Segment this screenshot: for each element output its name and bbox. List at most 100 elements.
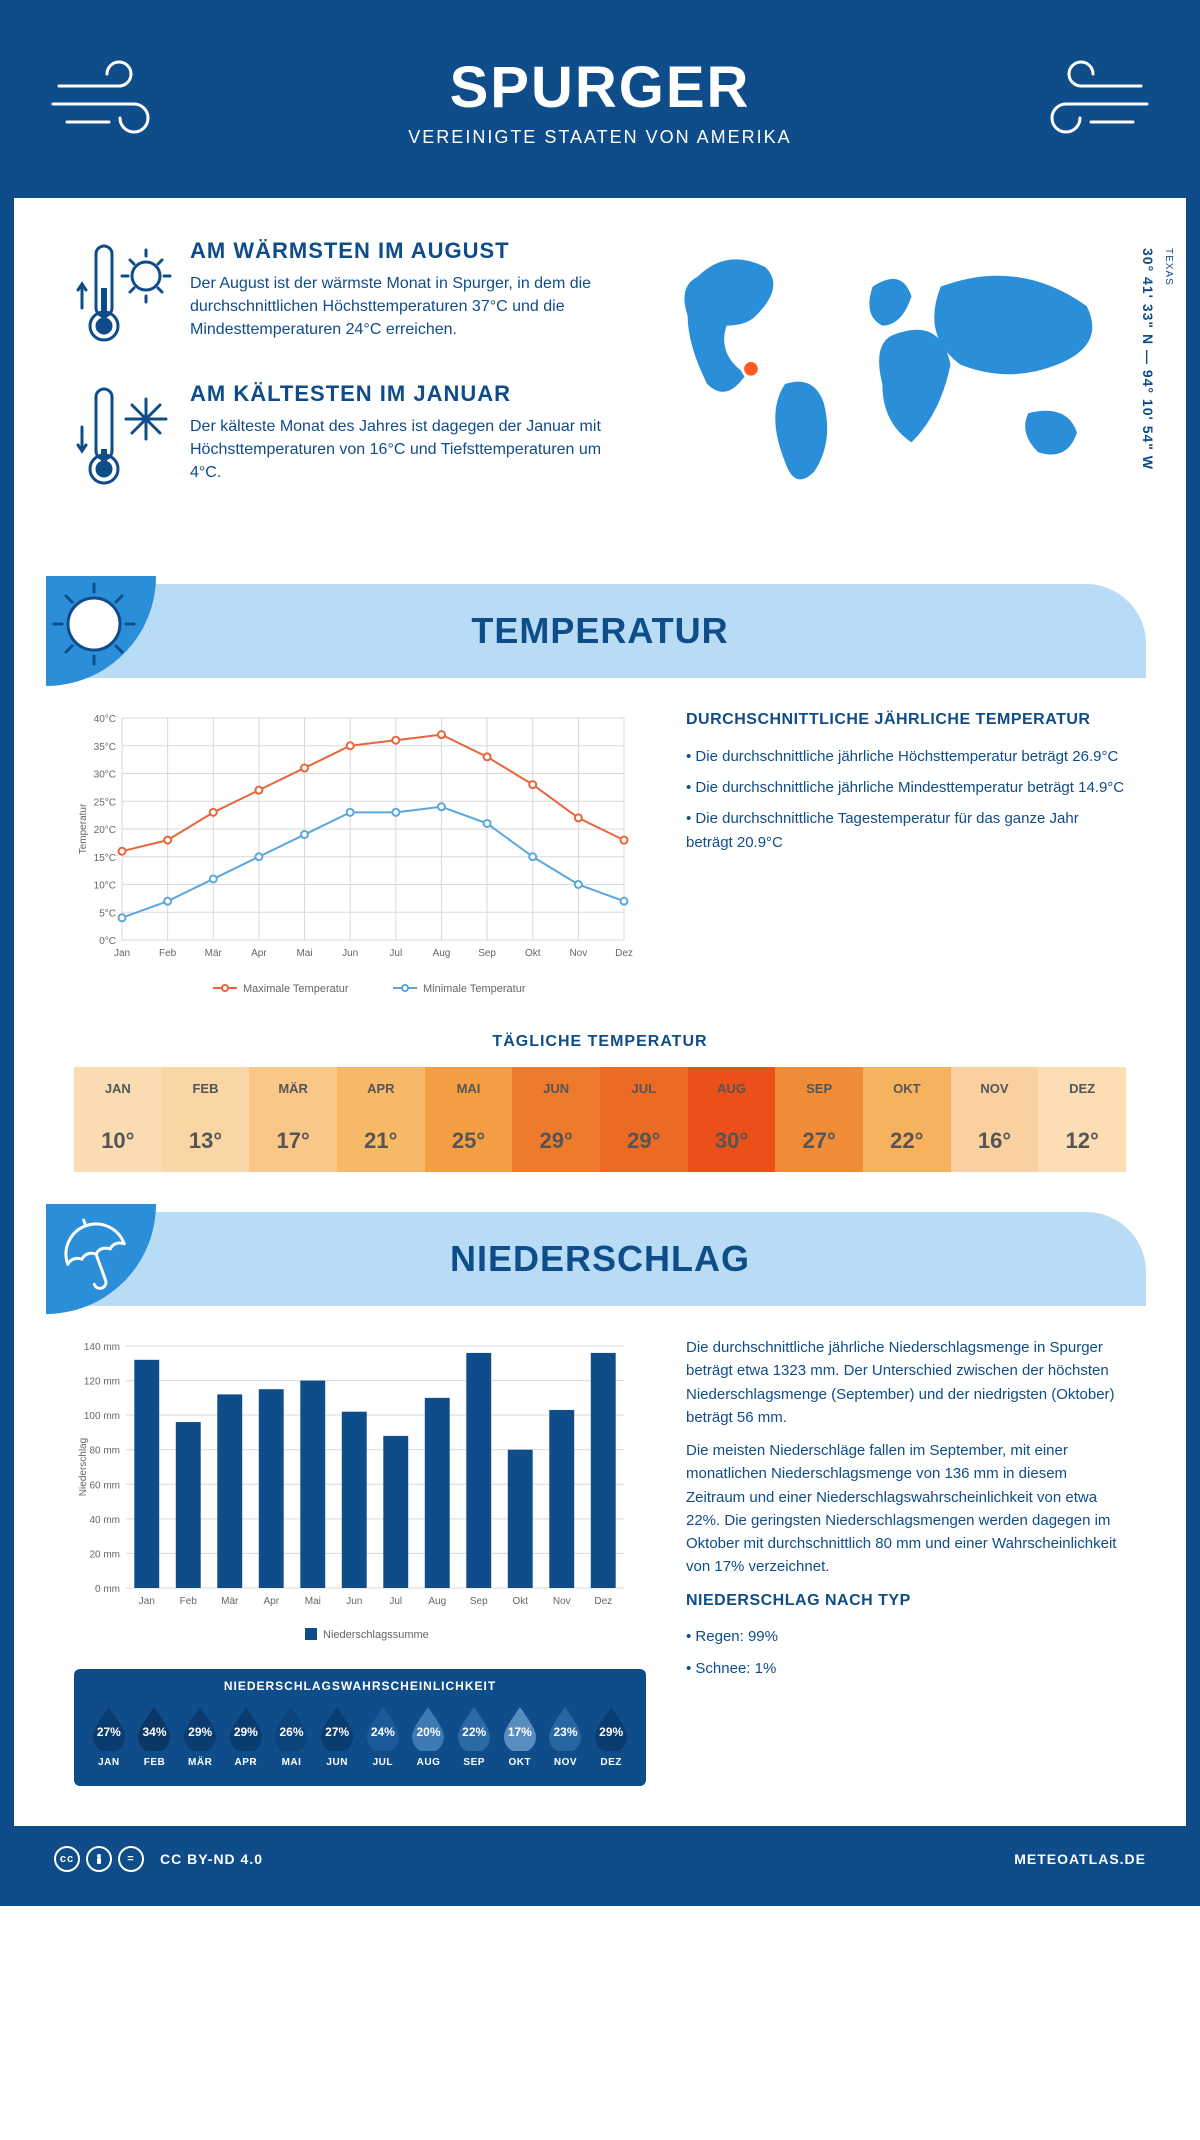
- prob-cell: 23% NOV: [545, 1705, 587, 1768]
- daily-temp-title: TÄGLICHE TEMPERATUR: [14, 1033, 1186, 1051]
- prob-month: OKT: [499, 1757, 541, 1768]
- svg-text:Jul: Jul: [389, 1596, 402, 1607]
- coldest-text: Der kälteste Monat des Jahres ist dagege…: [190, 415, 609, 485]
- wind-icon: [1016, 56, 1166, 146]
- prob-value: 27%: [316, 1713, 358, 1751]
- prob-cell: 20% AUG: [408, 1705, 450, 1768]
- raindrop-icon: 34%: [134, 1705, 176, 1751]
- page-footer: cc = CC BY-ND 4.0 METEOATLAS.DE: [14, 1826, 1186, 1892]
- svg-text:35°C: 35°C: [94, 742, 116, 753]
- precip-summary: Die durchschnittliche jährliche Niedersc…: [686, 1336, 1126, 1786]
- month-header: JAN: [74, 1067, 162, 1110]
- summary-bullet: Die durchschnittliche jährliche Höchstte…: [686, 745, 1126, 768]
- svg-text:60 mm: 60 mm: [89, 1480, 120, 1491]
- daily-temp-value: 30°: [688, 1110, 776, 1172]
- raindrop-icon: 17%: [499, 1705, 541, 1751]
- thermometer-hot-icon: [74, 238, 174, 353]
- infographic-frame: SPURGER VEREINIGTE STAATEN VON AMERIKA: [0, 0, 1200, 1906]
- month-header: SEP: [775, 1067, 863, 1110]
- coordinates-label: 30° 41' 33" N — 94° 10' 54" W: [1140, 248, 1156, 470]
- cc-icon: cc: [54, 1846, 80, 1872]
- site-label: METEOATLAS.DE: [1014, 1851, 1146, 1867]
- daily-temp-value: 10°: [74, 1110, 162, 1172]
- raindrop-icon: 24%: [362, 1705, 404, 1751]
- prob-month: MAI: [271, 1757, 313, 1768]
- svg-text:100 mm: 100 mm: [84, 1411, 120, 1422]
- month-header: APR: [337, 1067, 425, 1110]
- prob-cell: 24% JUL: [362, 1705, 404, 1768]
- section-title: NIEDERSCHLAG: [450, 1238, 750, 1279]
- raindrop-icon: 29%: [179, 1705, 221, 1751]
- prob-month: DEZ: [590, 1757, 632, 1768]
- month-header: JUN: [512, 1067, 600, 1110]
- daily-temp-value: 27°: [775, 1110, 863, 1172]
- page-title: SPURGER: [184, 54, 1016, 121]
- svg-text:Aug: Aug: [428, 1596, 446, 1607]
- warmest-title: AM WÄRMSTEN IM AUGUST: [190, 238, 609, 264]
- svg-text:140 mm: 140 mm: [84, 1342, 120, 1353]
- region-label: TEXAS: [1163, 248, 1174, 286]
- svg-text:Nov: Nov: [569, 948, 587, 959]
- svg-text:10°C: 10°C: [94, 881, 116, 892]
- svg-text:25°C: 25°C: [94, 797, 116, 808]
- svg-text:Feb: Feb: [180, 1596, 198, 1607]
- svg-text:Dez: Dez: [594, 1596, 612, 1607]
- raindrop-icon: 20%: [408, 1705, 450, 1751]
- prob-value: 29%: [179, 1713, 221, 1751]
- month-header: OKT: [863, 1067, 951, 1110]
- svg-text:5°C: 5°C: [99, 908, 116, 919]
- svg-text:Apr: Apr: [263, 1596, 279, 1607]
- coldest-title: AM KÄLTESTEN IM JANUAR: [190, 381, 609, 407]
- summary-bullet: Die durchschnittliche jährliche Mindestt…: [686, 776, 1126, 799]
- umbrella-icon: [46, 1204, 156, 1323]
- page-header: SPURGER VEREINIGTE STAATEN VON AMERIKA: [14, 14, 1186, 198]
- svg-text:Jan: Jan: [114, 948, 130, 959]
- prob-value: 23%: [545, 1713, 587, 1751]
- svg-text:Jun: Jun: [346, 1596, 362, 1607]
- summary-title: DURCHSCHNITTLICHE JÄHRLICHE TEMPERATUR: [686, 708, 1126, 733]
- svg-text:Okt: Okt: [512, 1596, 528, 1607]
- month-header: FEB: [162, 1067, 250, 1110]
- temperature-content: 0°C5°C10°C15°C20°C25°C30°C35°C40°CJanFeb…: [14, 678, 1186, 1023]
- prob-value: 34%: [134, 1713, 176, 1751]
- prob-cell: 29% APR: [225, 1705, 267, 1768]
- month-header: MÄR: [249, 1067, 337, 1110]
- prob-value: 27%: [88, 1713, 130, 1751]
- svg-text:Sep: Sep: [478, 948, 496, 959]
- raindrop-icon: 26%: [271, 1705, 313, 1751]
- precip-paragraph: Die meisten Niederschläge fallen im Sept…: [686, 1439, 1126, 1579]
- prob-cell: 34% FEB: [134, 1705, 176, 1768]
- raindrop-icon: 27%: [88, 1705, 130, 1751]
- svg-text:40 mm: 40 mm: [89, 1515, 120, 1526]
- prob-month: SEP: [453, 1757, 495, 1768]
- prob-cell: 17% OKT: [499, 1705, 541, 1768]
- svg-text:0°C: 0°C: [99, 936, 116, 947]
- raindrop-icon: 22%: [453, 1705, 495, 1751]
- daily-temp-value: 17°: [249, 1110, 337, 1172]
- svg-text:Aug: Aug: [433, 948, 451, 959]
- prob-cell: 29% DEZ: [590, 1705, 632, 1768]
- precip-type-item: Schnee: 1%: [686, 1657, 1126, 1680]
- intro-section: AM WÄRMSTEN IM AUGUST Der August ist der…: [14, 198, 1186, 544]
- month-header: DEZ: [1038, 1067, 1126, 1110]
- prob-cell: 27% JAN: [88, 1705, 130, 1768]
- svg-text:Niederschlag: Niederschlag: [78, 1438, 89, 1496]
- prob-title: NIEDERSCHLAGSWAHRSCHEINLICHKEIT: [88, 1679, 632, 1693]
- prob-value: 22%: [453, 1713, 495, 1751]
- svg-text:Sep: Sep: [470, 1596, 488, 1607]
- daily-temp-value: 16°: [951, 1110, 1039, 1172]
- svg-text:Minimale Temperatur: Minimale Temperatur: [423, 983, 526, 995]
- raindrop-icon: 29%: [590, 1705, 632, 1751]
- wind-icon: [34, 56, 184, 146]
- precip-bar-chart: 0 mm20 mm40 mm60 mm80 mm100 mm120 mm140 …: [74, 1336, 646, 1651]
- month-header: AUG: [688, 1067, 776, 1110]
- svg-text:Apr: Apr: [251, 948, 267, 959]
- daily-temp-value: 29°: [600, 1110, 688, 1172]
- prob-month: JAN: [88, 1757, 130, 1768]
- prob-month: MÄR: [179, 1757, 221, 1768]
- svg-text:Okt: Okt: [525, 948, 541, 959]
- raindrop-icon: 29%: [225, 1705, 267, 1751]
- svg-text:20 mm: 20 mm: [89, 1549, 120, 1560]
- license-block: cc = CC BY-ND 4.0: [54, 1846, 263, 1872]
- svg-text:Nov: Nov: [553, 1596, 571, 1607]
